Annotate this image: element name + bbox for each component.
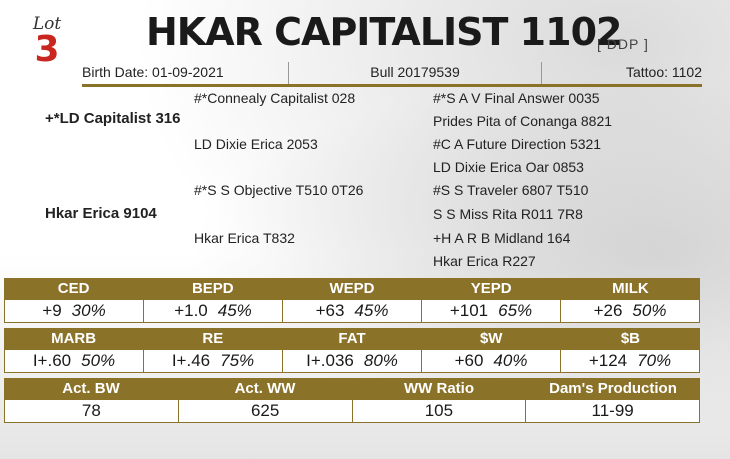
epd-accuracy: 80% (363, 351, 398, 370)
birth-date: Birth Date: 01-09-2021 (82, 64, 224, 80)
epd-cell-bepd: +1.0 45% (143, 300, 282, 322)
epd-value: +1.0 (174, 301, 208, 320)
epd-value: I+.60 (32, 351, 72, 370)
pedigree-sire-sire: #*Connealy Capitalist 028 (194, 90, 356, 106)
epd-value: +63 (315, 301, 345, 320)
epd-accuracy: 40% (493, 351, 528, 370)
epd-header-row: CED BEPD WEPD YEPD MILK (4, 278, 700, 300)
epd-header-w-index: $W (479, 330, 503, 347)
epd-cell-re: I+.46 75% (143, 350, 282, 372)
pedigree-dd-dam: Hkar Erica R227 (433, 253, 536, 269)
carcass-value-row: I+.60 50% I+.46 75% I+.036 80% +60 40% +124 7… (4, 350, 700, 373)
registration-number: Bull 20179539 (288, 62, 542, 84)
epd-cell-wepd: +63 45% (282, 300, 421, 322)
perf-header-ww: Act. WW (234, 380, 296, 397)
epd-value: +60 (454, 351, 484, 370)
perf-header-ww-ratio: WW Ratio (404, 380, 474, 397)
epd-header-re: RE (202, 330, 224, 347)
registry-tag: [ DDP ] (597, 36, 649, 52)
epd-header-milk: MILK (612, 280, 649, 297)
epd-accuracy: 75% (220, 351, 255, 370)
epd-header-fat: FAT (338, 330, 366, 347)
epd-header-ced: CED (57, 280, 90, 297)
epd-cell-w-index: +60 40% (421, 350, 560, 372)
pedigree-sd-dam: LD Dixie Erica Oar 0853 (433, 159, 584, 175)
epd-table-1: CED BEPD WEPD YEPD MILK +9 30% +1.0 45% +6… (4, 278, 700, 323)
epd-accuracy: 50% (81, 351, 116, 370)
pedigree-sd-sire: #C A Future Direction 5321 (433, 136, 602, 152)
pedigree-ss-sire: #*S A V Final Answer 0035 (433, 90, 600, 106)
epd-value: +124 (588, 351, 628, 370)
epd-cell-marb: I+.60 50% (5, 350, 143, 372)
performance-header-row: Act. BW Act. WW WW Ratio Dam's Productio… (4, 378, 700, 400)
info-subline: Birth Date: 01-09-2021 Bull 20179539 Tat… (82, 62, 702, 87)
perf-value-ww-ratio: 105 (351, 400, 526, 422)
epd-accuracy: 30% (71, 301, 106, 320)
pedigree-sire: +*LD Capitalist 316 (45, 110, 181, 127)
epd-header-marb: MARB (51, 330, 97, 347)
epd-accuracy: 50% (632, 301, 667, 320)
epd-value: +101 (449, 301, 489, 320)
pedigree-dam-dam: Hkar Erica T832 (194, 230, 295, 246)
epd-cell-yepd: +101 65% (421, 300, 560, 322)
epd-accuracy: 70% (637, 351, 672, 370)
performance-table: Act. BW Act. WW WW Ratio Dam's Productio… (4, 378, 700, 423)
pedigree-dam-sire: #*S S Objective T510 0T26 (194, 182, 364, 198)
lot-word: Lot (32, 14, 62, 34)
perf-value-bw: 78 (81, 401, 101, 420)
epd-header-bepd: BEPD (191, 280, 234, 297)
epd-value: I+.46 (171, 351, 211, 370)
lot-badge: Lot 3 (32, 14, 62, 70)
pedigree-sire-dam: LD Dixie Erica 2053 (194, 136, 318, 152)
pedigree-ss-dam: Prides Pita of Conanga 8821 (433, 113, 613, 129)
epd-accuracy: 65% (498, 301, 533, 320)
performance-value-row: 78 625 105 11-99 (4, 400, 700, 423)
epd-value: +9 (42, 301, 62, 320)
epd-value: I+.036 (306, 351, 354, 370)
epd-header-yepd: YEPD (470, 280, 512, 297)
tattoo: Tattoo: 1102 (625, 64, 702, 80)
epd-cell-milk: +26 50% (560, 300, 699, 322)
perf-header-bw: Act. BW (62, 380, 120, 397)
animal-name-title: HKAR CAPITALIST 1102 (146, 10, 622, 54)
epd-value: +26 (593, 301, 623, 320)
epd-header-b-index: $B (620, 330, 640, 347)
carcass-header-row: MARB RE FAT $W $B (4, 328, 700, 350)
pedigree-ds-sire: #S S Traveler 6807 T510 (433, 182, 589, 198)
epd-header-wepd: WEPD (329, 280, 375, 297)
perf-value-ww: 625 (177, 400, 352, 422)
pedigree-ds-dam: S S Miss Rita R011 7R8 (433, 206, 583, 222)
pedigree-dam: Hkar Erica 9104 (45, 205, 157, 222)
epd-cell-b-index: +124 70% (560, 350, 699, 372)
epd-cell-ced: +9 30% (5, 300, 143, 322)
lot-number: 3 (34, 29, 60, 70)
perf-header-dams-production: Dam's Production (549, 380, 677, 397)
epd-accuracy: 45% (354, 301, 389, 320)
epd-value-row: +9 30% +1.0 45% +63 45% +101 65% +26 50% (4, 300, 700, 323)
epd-table-2: MARB RE FAT $W $B I+.60 50% I+.46 75% I+.0… (4, 328, 700, 373)
epd-accuracy: 45% (217, 301, 252, 320)
pedigree-dd-sire: +H A R B Midland 164 (433, 230, 571, 246)
perf-value-dams-production: 11-99 (525, 400, 699, 422)
epd-cell-fat: I+.036 80% (282, 350, 421, 372)
